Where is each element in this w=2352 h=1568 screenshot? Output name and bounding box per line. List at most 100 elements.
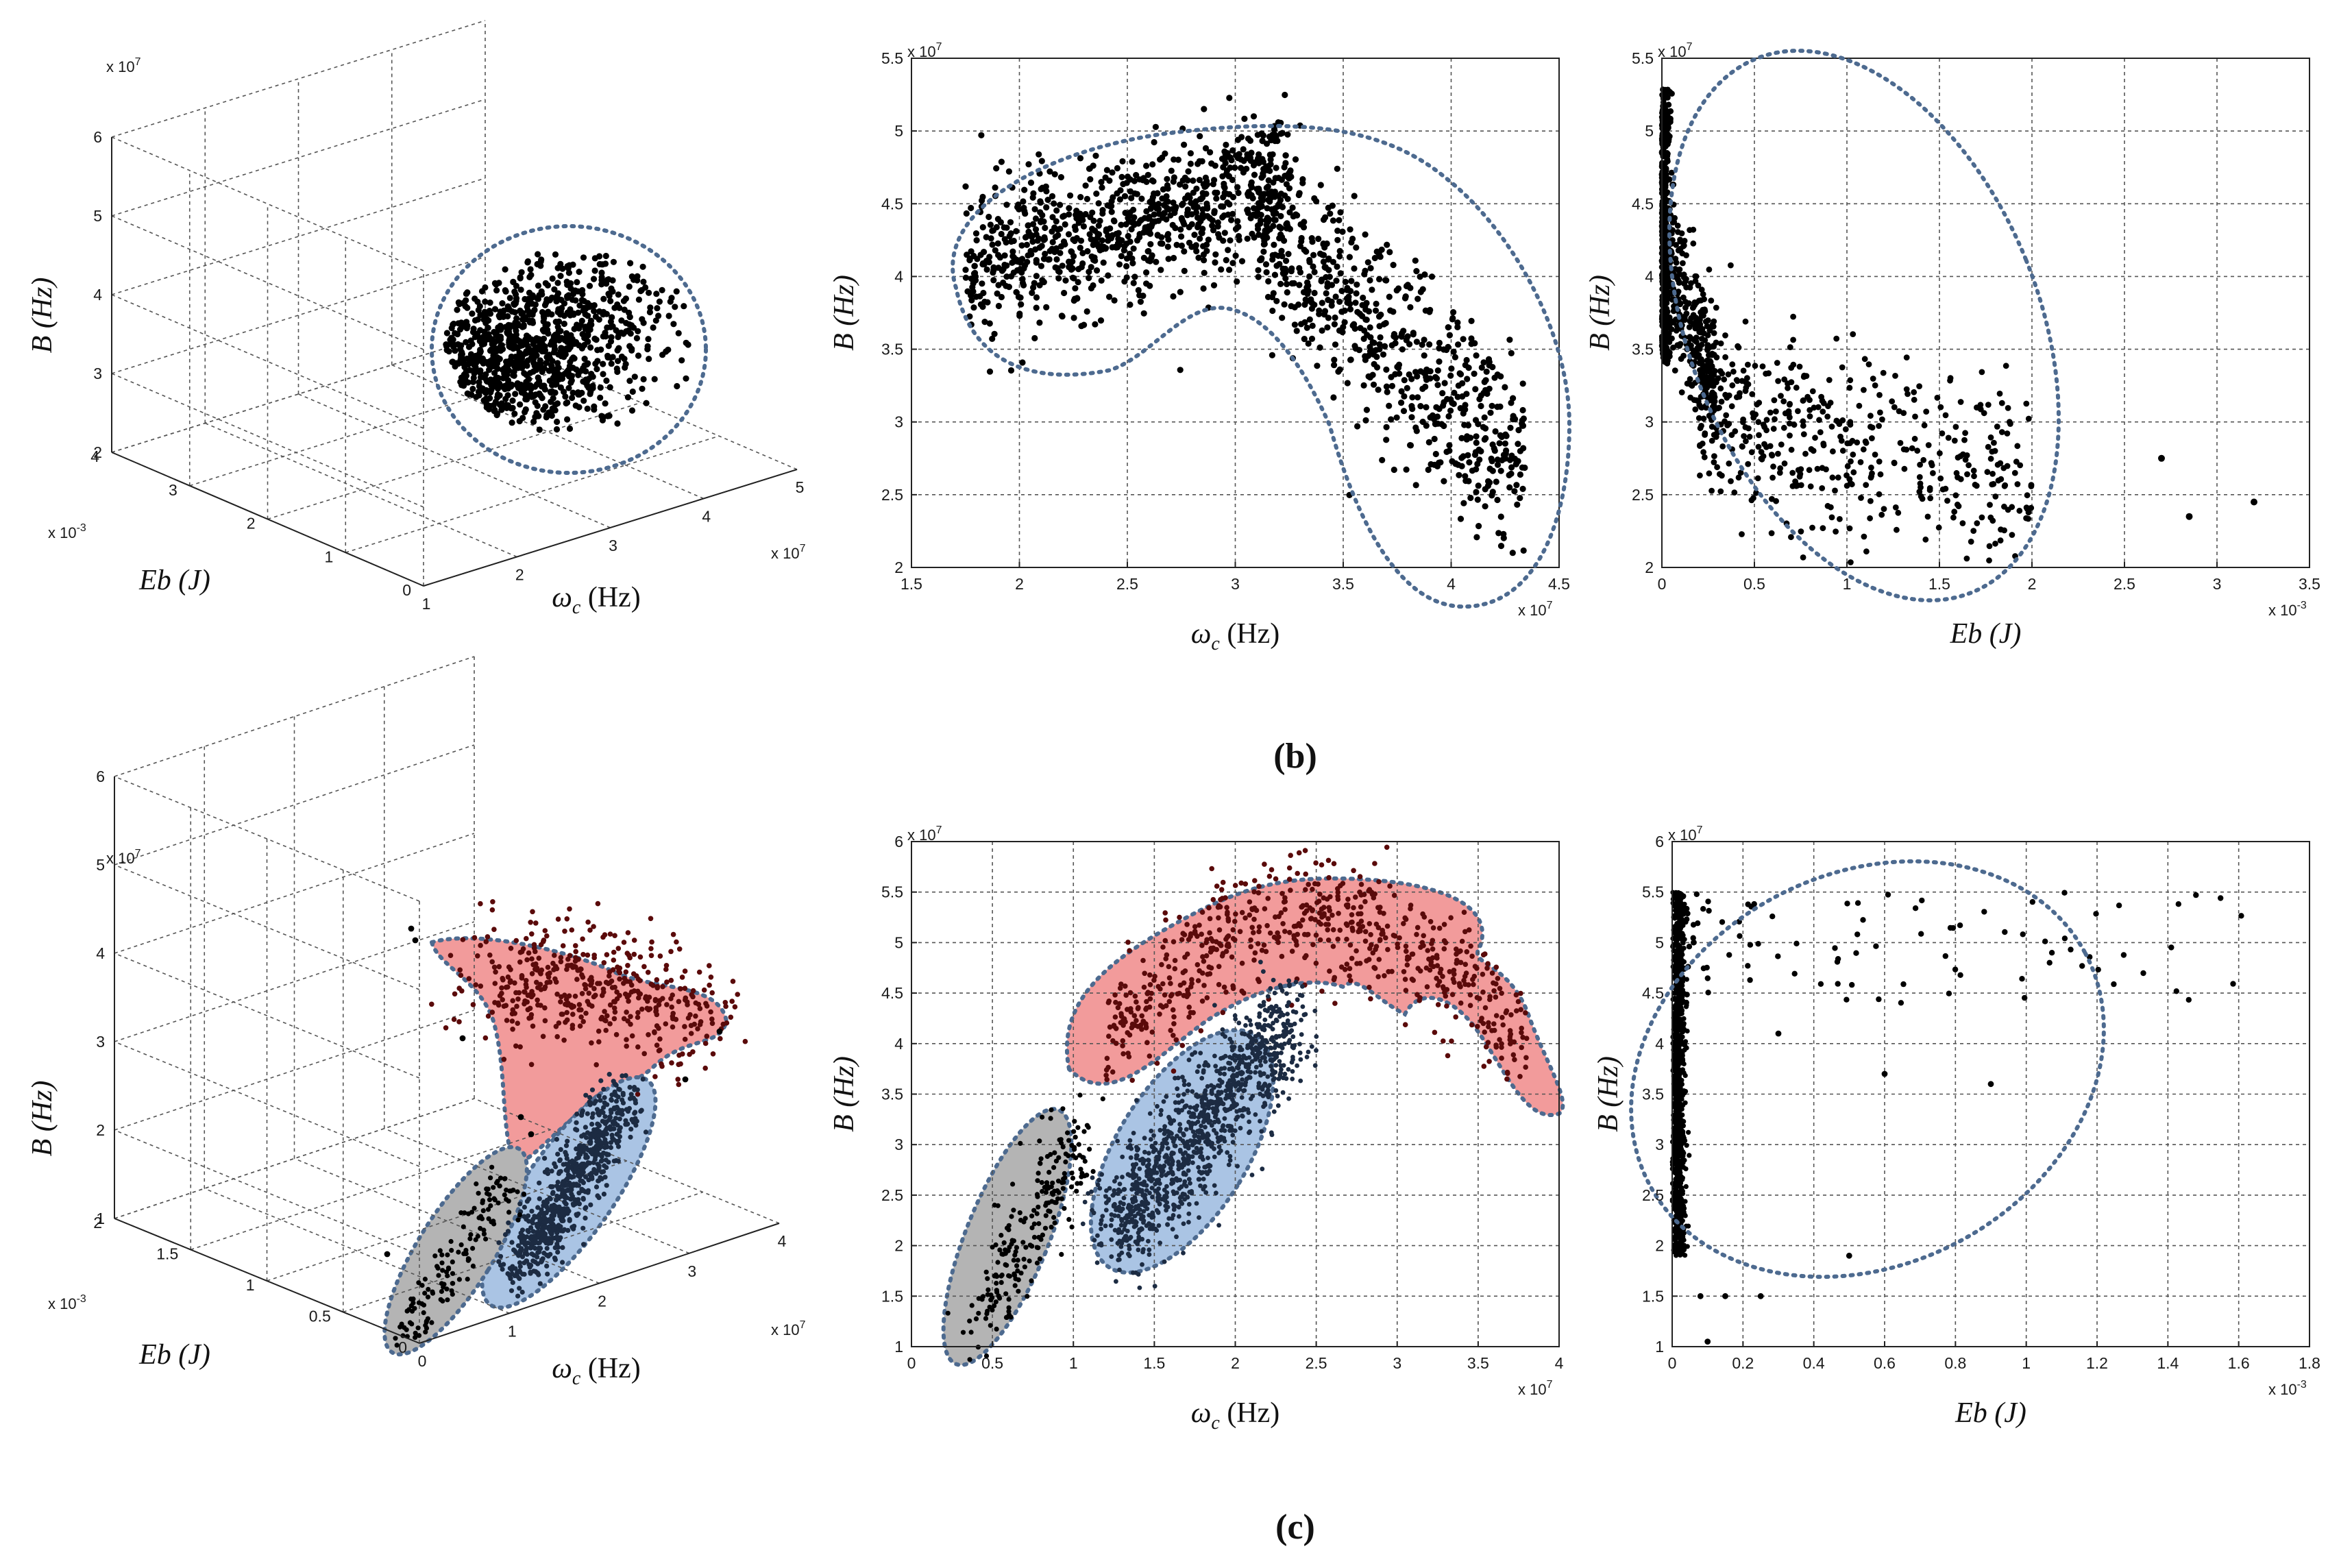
c-wc-red-point [1382,973,1387,979]
c-wc-blue-point [1241,1054,1247,1059]
b-eb-point [1693,299,1700,306]
c-wc-blue-point [1270,1007,1275,1012]
c-wc-blue-point [1287,983,1292,988]
c-wc-blue-point [1290,1069,1295,1074]
b-wc-point [1065,231,1073,238]
c-wc-blue-point [1234,1065,1240,1070]
b-wc-point [1281,301,1288,308]
b-wc-point [1225,211,1232,218]
c-wc-blue-point [1090,1175,1095,1180]
c-wc-blue-point [1206,1120,1212,1125]
c-wc-blue-point [1205,1155,1210,1160]
b-wc-point [1354,308,1361,315]
b-wc-point [1123,262,1130,270]
b-eb-point [1673,259,1680,266]
c-wc-blue-point [1118,1200,1123,1205]
c-wc-gray-point [1014,1263,1020,1269]
c-wc-red-point [1414,931,1419,938]
c-wc-blue-point [1121,1195,1127,1201]
b-wc-point [1215,231,1222,238]
c-wc-red-point [1112,992,1118,998]
c-wc-blue-point [1177,1122,1182,1127]
c-wc-red-point [1470,977,1475,982]
c-wc-red-point [1356,921,1362,927]
b-wc-point [1077,237,1085,244]
c-wc-red-point [1367,984,1372,990]
b-wc-point [1310,263,1316,270]
b-wc-point [1339,329,1346,336]
c-wc-blue-point [1112,1188,1117,1193]
b-eb-point [1708,352,1715,358]
b-eb-point [1945,434,1952,441]
b-eb-point [1867,474,1874,481]
b-eb-outlier [2185,513,2193,520]
b-wc-point [1254,132,1261,138]
c-wc-red-point [1491,988,1497,994]
b-wc-point [1251,171,1258,178]
c-wc-red-point [1467,992,1473,998]
b-eb-point [1895,509,1902,516]
c-wc-red-point [1486,1059,1492,1064]
c-wc-blue-point [1099,1241,1104,1246]
c-wc-blue-point [1177,1214,1181,1219]
b-eb-point [1774,360,1780,366]
c-wc-blue-point [1178,1149,1183,1154]
c-wc-gray-point [1036,1221,1042,1227]
c-wc-blue-point [1194,1201,1199,1206]
c-wc-blue-point [1137,1285,1142,1290]
b-wc-point [1271,138,1279,145]
c-wc-blue-point [1290,1034,1296,1040]
b-eb-point [1691,397,1698,403]
b-wc-point [1447,407,1454,414]
b-eb-point [1944,498,1950,504]
c-wc-red-point [1252,950,1258,956]
b-eb-point [2023,400,2030,407]
b-eb-point [1775,378,1782,384]
b-wc-point [1315,235,1322,243]
b-wc-point [1218,266,1225,273]
c-wc-gray-point [1044,1153,1050,1160]
c-wc-blue-point [1199,1123,1203,1129]
b-eb-point [1663,320,1669,326]
b-eb-point [1731,489,1738,496]
c-wc-blue-point [1138,1188,1143,1194]
b-eb-point [1673,328,1680,334]
b-wc-point [1165,256,1172,262]
b-wc-point [1131,273,1138,280]
b-wc-point [1088,236,1094,243]
c-3d-floor-grid [190,1129,551,1251]
c-wc-blue-point [1295,1063,1299,1068]
b-eb-point [1723,412,1730,419]
b-eb-point [1861,356,1868,363]
b-eb-point [1828,424,1835,430]
c-wc-red-point [1154,1060,1160,1066]
c-wc-red-point [1142,970,1147,977]
b-wc-point [985,259,992,266]
b-wc-point [1109,169,1116,176]
b-eb-point [1881,506,1887,512]
b-eb-point [1700,291,1706,297]
b-wc-point [1164,198,1171,205]
c-wc-blue-point [1173,1075,1177,1081]
b-wc-point [1464,433,1471,440]
b-eb-point [1909,445,1915,452]
b-eb-point [1804,393,1811,400]
b-eb-point [1668,169,1675,176]
b-eb-point [1934,395,1941,401]
b-wc-point [1354,423,1361,430]
c-3d-back-grid [114,921,475,1042]
c-wc-red-point [1471,981,1476,988]
b-eb-point [1957,399,1964,405]
b-eb-point [1930,470,1936,476]
b-eb-point [1660,177,1667,184]
b-eb-point [1833,417,1840,424]
b-wc-point [1128,195,1135,201]
b-wc-point [1260,248,1267,255]
c-wc-red-point [1444,1003,1449,1009]
b-wc-point [1117,187,1124,194]
c-wc-gray-point [993,1242,999,1248]
b-wc-point [1070,297,1077,304]
c-wc-red-point [1447,969,1453,975]
b-wc-point [1149,197,1155,204]
c-wc-red-point [1464,949,1470,955]
